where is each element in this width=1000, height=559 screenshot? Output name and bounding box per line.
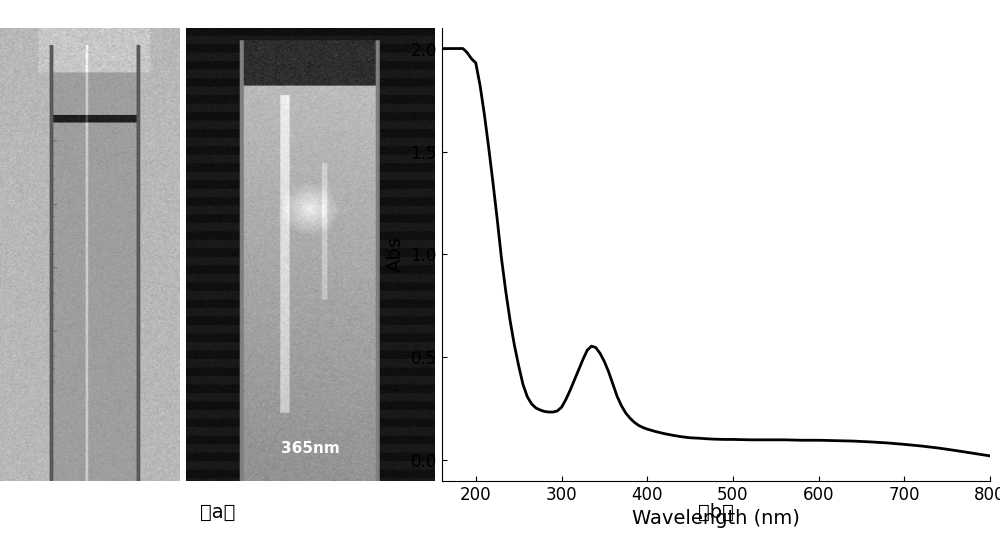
Text: （a）: （a） xyxy=(200,503,235,522)
Y-axis label: Abs: Abs xyxy=(386,236,405,272)
X-axis label: Wavelength (nm): Wavelength (nm) xyxy=(632,509,800,528)
Text: （b）: （b） xyxy=(698,503,734,522)
Text: 365nm: 365nm xyxy=(281,441,340,456)
